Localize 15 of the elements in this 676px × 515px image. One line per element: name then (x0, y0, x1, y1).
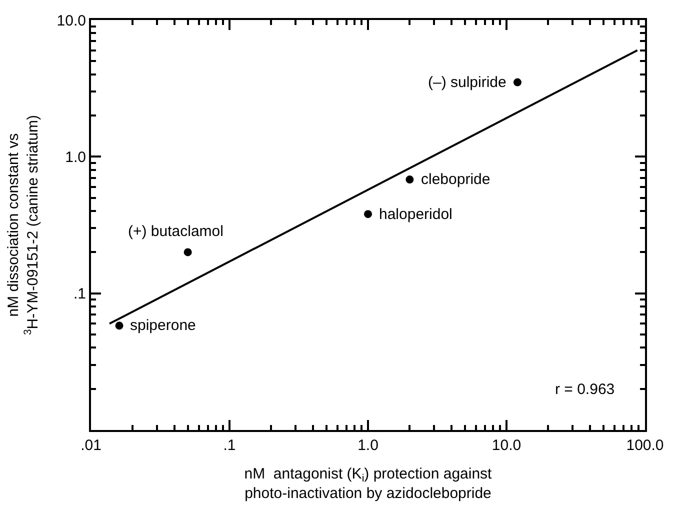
x-tick-label: .01 (80, 437, 102, 454)
x-tick-label: 1.0 (358, 437, 378, 454)
x-tick-label: 100.0 (626, 437, 664, 454)
annotation: clebopride (421, 171, 490, 188)
x-tick-label: 10.0 (492, 437, 522, 454)
y-tick-label: 1.0 (65, 148, 86, 166)
annotation: r = 0.963 (555, 381, 615, 398)
x-tick-label: .1 (223, 437, 236, 454)
x-axis-title: nM antagonist (K$_{i}$) protection against photo-inactivation by azidoclebopride (244, 466, 493, 502)
annotation: haloperidol (379, 206, 452, 223)
y-tick-label: .1 (73, 286, 86, 303)
annotation: (–) sulpiride (428, 74, 506, 91)
annotation: (+) butaclamol (128, 223, 224, 240)
y-tick-label: 10.0 (56, 12, 86, 30)
annotation: spiperone (130, 317, 196, 334)
